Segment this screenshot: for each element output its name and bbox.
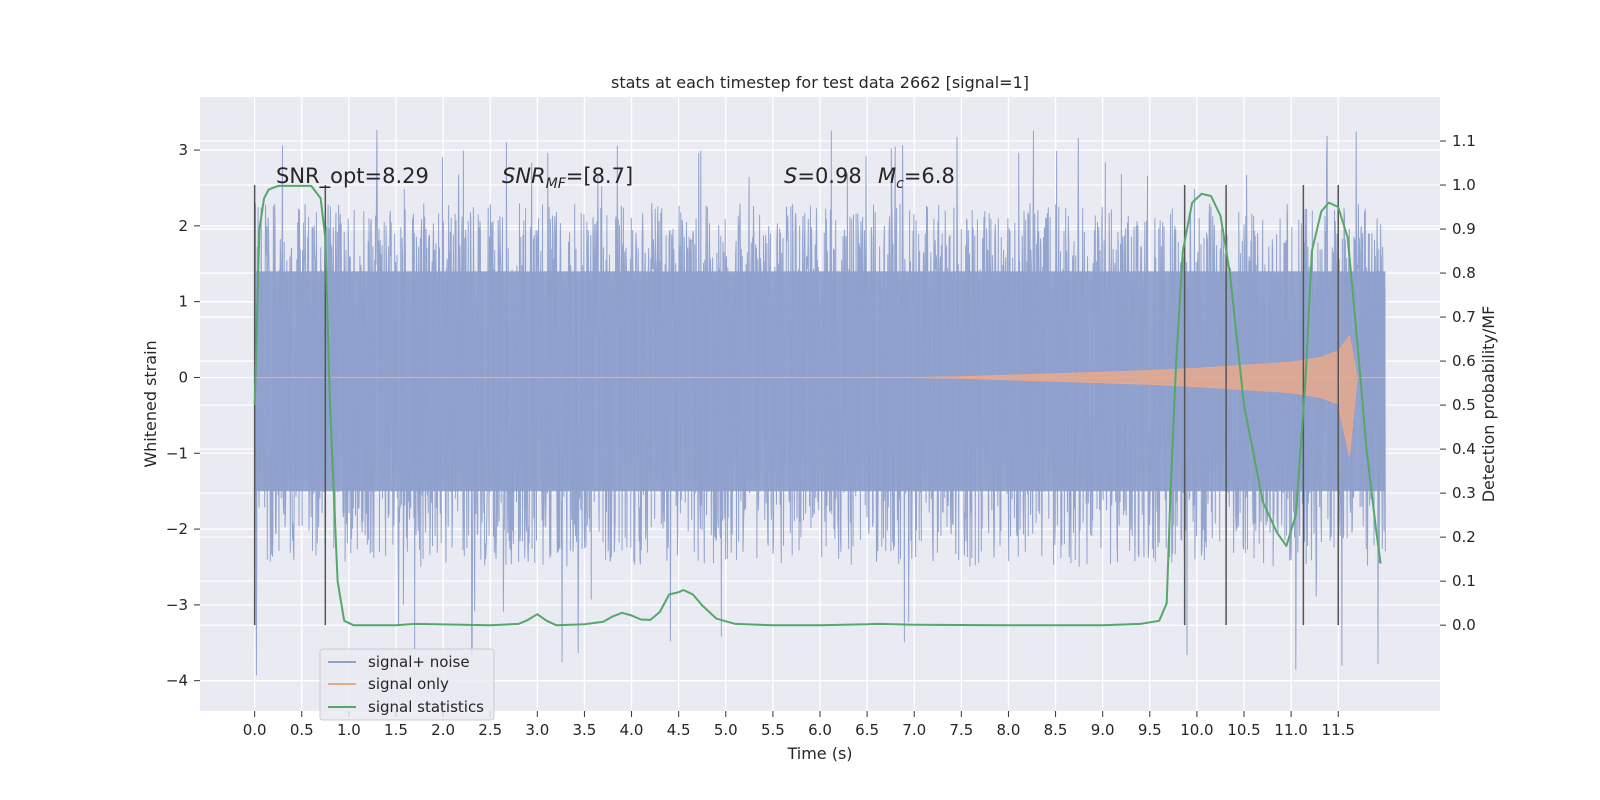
annotation-mc: Mc=6.8 [878, 164, 955, 192]
s-label: S [784, 164, 797, 188]
x-tick-label: 4.0 [620, 721, 644, 739]
x-tick-label: 6.0 [808, 721, 832, 739]
y2-tick-label: 0.7 [1452, 308, 1476, 326]
x-tick-label: 8.0 [997, 721, 1021, 739]
x-tick-label: 6.5 [855, 721, 879, 739]
signal-only-band [254, 334, 1386, 457]
x-tick-label: 1.0 [337, 721, 361, 739]
legend: signal+ noise signal only signal statist… [319, 648, 495, 721]
y2-tick-label: 0.9 [1452, 220, 1476, 238]
x-tick-label: 11.5 [1322, 721, 1355, 739]
snr-mf-sub: MF [546, 176, 567, 192]
legend-label-signal-plus-noise: signal+ noise [368, 653, 470, 671]
noise-trace [254, 129, 1386, 676]
x-tick-label: 10.5 [1227, 721, 1260, 739]
y2-tick-label: 0.5 [1452, 396, 1476, 414]
x-axis-ticks: 0.0 0.5 1.0 1.5 2.0 2.5 3.0 3.5 4.0 4.5 5.0 5.5 6.0 6… [243, 711, 1355, 739]
x-tick-label: 3.5 [573, 721, 597, 739]
mc-sub: c [896, 176, 904, 192]
y-tick-label: 0 [178, 368, 188, 386]
y-tick-label: −1 [166, 444, 188, 462]
statistics-line [253, 184, 1382, 627]
x-tick-label: 10.0 [1180, 721, 1213, 739]
x-tick-label: 8.5 [1044, 721, 1068, 739]
x-tick-label: 0.5 [290, 721, 314, 739]
x-tick-label: 2.5 [478, 721, 502, 739]
annotation-s: S=0.98 [784, 164, 862, 188]
legend-box [319, 648, 495, 721]
chart-title: stats at each timestep for test data 266… [611, 73, 1029, 92]
mc-base: M [878, 164, 896, 188]
y2-tick-label: 1.0 [1452, 176, 1476, 194]
snr-mf-value: =[8.7] [566, 164, 633, 188]
y2-axis-label: Detection probability/MF [1479, 306, 1498, 503]
y-axis-label: Whitened strain [141, 340, 160, 467]
series-signal-only [254, 334, 1386, 457]
legend-label-signal-only: signal only [368, 675, 449, 693]
s-value: =0.98 [797, 164, 861, 188]
x-tick-label: 4.5 [667, 721, 691, 739]
y2-tick-label: 0.2 [1452, 528, 1476, 546]
x-tick-label: 5.0 [714, 721, 738, 739]
annotation-snr-opt: SNR_opt=8.29 [276, 164, 429, 189]
y2-tick-label: 0.4 [1452, 440, 1476, 458]
x-tick-label: 7.0 [902, 721, 926, 739]
y2-tick-label: 0.1 [1452, 572, 1476, 590]
x-tick-label: 7.5 [949, 721, 973, 739]
y2-axis-ticks: 0.0 0.1 0.2 0.3 0.4 0.5 0.6 0.7 0.8 0.9 1.0 1.1 [1440, 132, 1476, 634]
x-axis-label: Time (s) [786, 744, 852, 763]
series-signal-statistics [253, 184, 1382, 627]
y-axis-ticks: 3 2 1 0 −1 −2 −3 −4 [166, 141, 200, 690]
legend-label-signal-statistics: signal statistics [368, 698, 484, 716]
y-tick-label: −4 [166, 672, 188, 690]
x-tick-label: 3.0 [525, 721, 549, 739]
y-tick-label: 1 [178, 293, 188, 311]
y2-tick-label: 0.0 [1452, 616, 1476, 634]
y2-tick-label: 0.8 [1452, 264, 1476, 282]
x-tick-label: 9.5 [1138, 721, 1162, 739]
y2-tick-label: 1.1 [1452, 132, 1476, 150]
annotation-snr-mf: SNRMF=[8.7] [502, 164, 633, 192]
y-tick-label: −2 [166, 520, 188, 538]
y-tick-label: −3 [166, 596, 188, 614]
x-tick-label: 1.5 [384, 721, 408, 739]
y-tick-label: 3 [178, 141, 188, 159]
x-tick-label: 0.0 [243, 721, 267, 739]
y-tick-label: 2 [178, 217, 188, 235]
x-tick-label: 9.0 [1091, 721, 1115, 739]
y2-tick-label: 0.3 [1452, 484, 1476, 502]
x-tick-label: 11.0 [1274, 721, 1307, 739]
x-tick-label: 2.0 [431, 721, 455, 739]
x-tick-label: 5.5 [761, 721, 785, 739]
mc-value: =6.8 [904, 164, 955, 188]
y2-tick-label: 0.6 [1452, 352, 1476, 370]
snr-mf-base: SNR [502, 164, 546, 188]
